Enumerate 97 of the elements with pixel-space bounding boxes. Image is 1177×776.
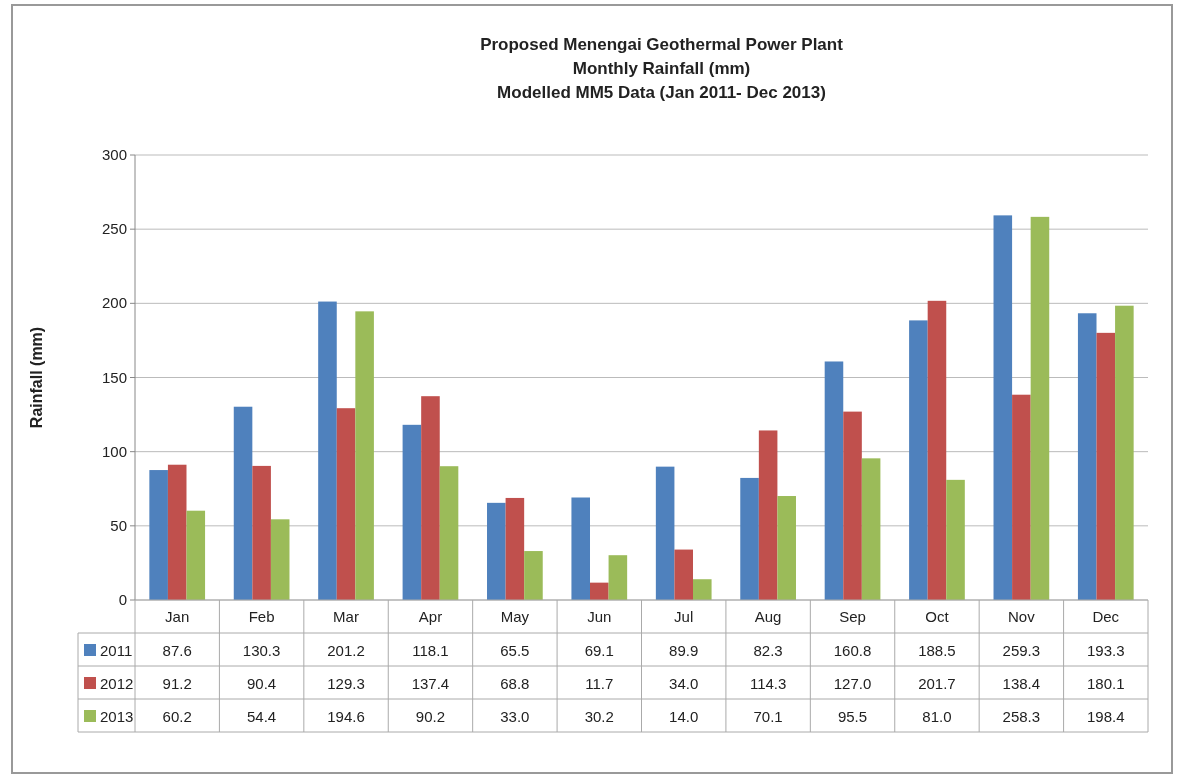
bar	[439, 466, 459, 600]
bar	[1096, 332, 1116, 600]
data-label: 127.0	[833, 675, 872, 692]
data-label: 87.6	[162, 642, 192, 659]
bar	[505, 497, 525, 600]
data-label: 90.2	[415, 708, 446, 725]
y-tick-label: 250	[101, 220, 127, 238]
data-label: 14.0	[669, 708, 699, 725]
data-label: 129.3	[327, 675, 365, 692]
data-label: 68.8	[500, 675, 530, 692]
data-label: 259.3	[1002, 642, 1041, 659]
x-tick-label: Jul	[674, 608, 694, 625]
bar	[487, 502, 506, 600]
data-label: 201.7	[918, 675, 956, 692]
data-label: 70.1	[753, 708, 783, 725]
bar	[758, 430, 778, 600]
bar	[777, 496, 796, 600]
legend-label: 2012	[100, 675, 134, 692]
data-label: 130.3	[242, 642, 281, 659]
data-label: 90.4	[247, 675, 277, 692]
y-tick-label: 0	[118, 591, 127, 608]
data-label: 30.2	[584, 708, 614, 725]
bar	[824, 361, 844, 600]
data-label: 91.2	[162, 675, 192, 692]
bar	[252, 465, 271, 600]
bar	[909, 320, 928, 600]
x-tick-label: Jun	[587, 608, 612, 625]
bar	[1115, 305, 1134, 600]
data-label: 65.5	[500, 642, 530, 659]
x-tick-label: Nov	[1008, 608, 1036, 625]
data-label: 160.8	[833, 642, 872, 659]
bar	[861, 458, 881, 600]
y-tick-label: 200	[101, 294, 127, 312]
data-label: 193.3	[1087, 642, 1125, 659]
data-label: 201.2	[327, 642, 365, 659]
data-label: 258.3	[1002, 708, 1041, 725]
bar	[674, 549, 693, 600]
x-tick-label: Sep	[839, 608, 866, 625]
data-label: 138.4	[1002, 675, 1041, 692]
y-axis-title: Rainfall (mm)	[28, 326, 45, 429]
data-label: 60.2	[162, 708, 192, 725]
chart-subtitle: Monthly Rainfall (mm) Modelled MM5 Data (Jan 2011- Dec 2013)	[497, 59, 826, 102]
bar	[993, 215, 1013, 600]
bar	[318, 301, 337, 600]
x-tick-label: May	[500, 608, 530, 625]
bar	[402, 424, 422, 600]
bar	[336, 408, 356, 600]
data-label: 69.1	[584, 642, 614, 659]
bar	[608, 555, 628, 600]
data-label: 11.7	[585, 675, 614, 692]
data-label: 180.1	[1087, 675, 1125, 692]
y-tick-label: 300	[101, 146, 127, 163]
x-tick-label: Dec	[1092, 608, 1120, 625]
bar	[167, 464, 187, 600]
bar	[421, 396, 440, 600]
bar	[1077, 313, 1097, 600]
x-tick-label: Jan	[165, 608, 190, 625]
data-label: 81.0	[922, 708, 952, 725]
bar	[233, 406, 253, 600]
bar	[590, 582, 609, 600]
legend-label: 2011	[100, 642, 133, 659]
data-label: 82.3	[753, 642, 783, 659]
data-label: 188.5	[918, 642, 956, 659]
bar	[524, 551, 543, 600]
x-tick-label: Apr	[418, 608, 443, 625]
data-label: 114.3	[749, 675, 787, 692]
y-tick-label: 150	[101, 368, 127, 386]
x-tick-label: Oct	[925, 608, 950, 625]
legend-label: 2013	[100, 708, 134, 725]
data-label: 118.1	[412, 642, 449, 659]
bar	[740, 477, 759, 600]
bar	[186, 510, 206, 600]
bar	[270, 519, 290, 600]
y-tick-label: 50	[110, 516, 127, 534]
bar	[946, 479, 965, 600]
bar	[655, 466, 675, 600]
data-label: 33.0	[500, 708, 530, 725]
data-label: 89.9	[669, 642, 699, 659]
bar	[843, 411, 862, 600]
data-label: 95.5	[837, 708, 868, 725]
y-tick-label: 100	[101, 442, 127, 460]
data-label: 198.4	[1087, 708, 1125, 725]
bar	[1012, 394, 1031, 600]
data-label: 34.0	[669, 675, 699, 692]
bar	[1030, 216, 1050, 600]
x-tick-label: Feb	[248, 608, 275, 625]
x-tick-label: Mar	[333, 608, 359, 625]
chart-title: Proposed Menengai Geothermal Power Plant	[480, 35, 844, 54]
bar	[692, 579, 712, 600]
data-label: 54.4	[247, 708, 277, 725]
bar	[149, 470, 168, 600]
data-label: 194.6	[327, 708, 365, 725]
bar	[355, 311, 374, 600]
bar	[571, 497, 591, 600]
bar	[927, 300, 947, 600]
x-tick-label: Aug	[754, 608, 782, 625]
data-label: 137.4	[411, 675, 450, 692]
